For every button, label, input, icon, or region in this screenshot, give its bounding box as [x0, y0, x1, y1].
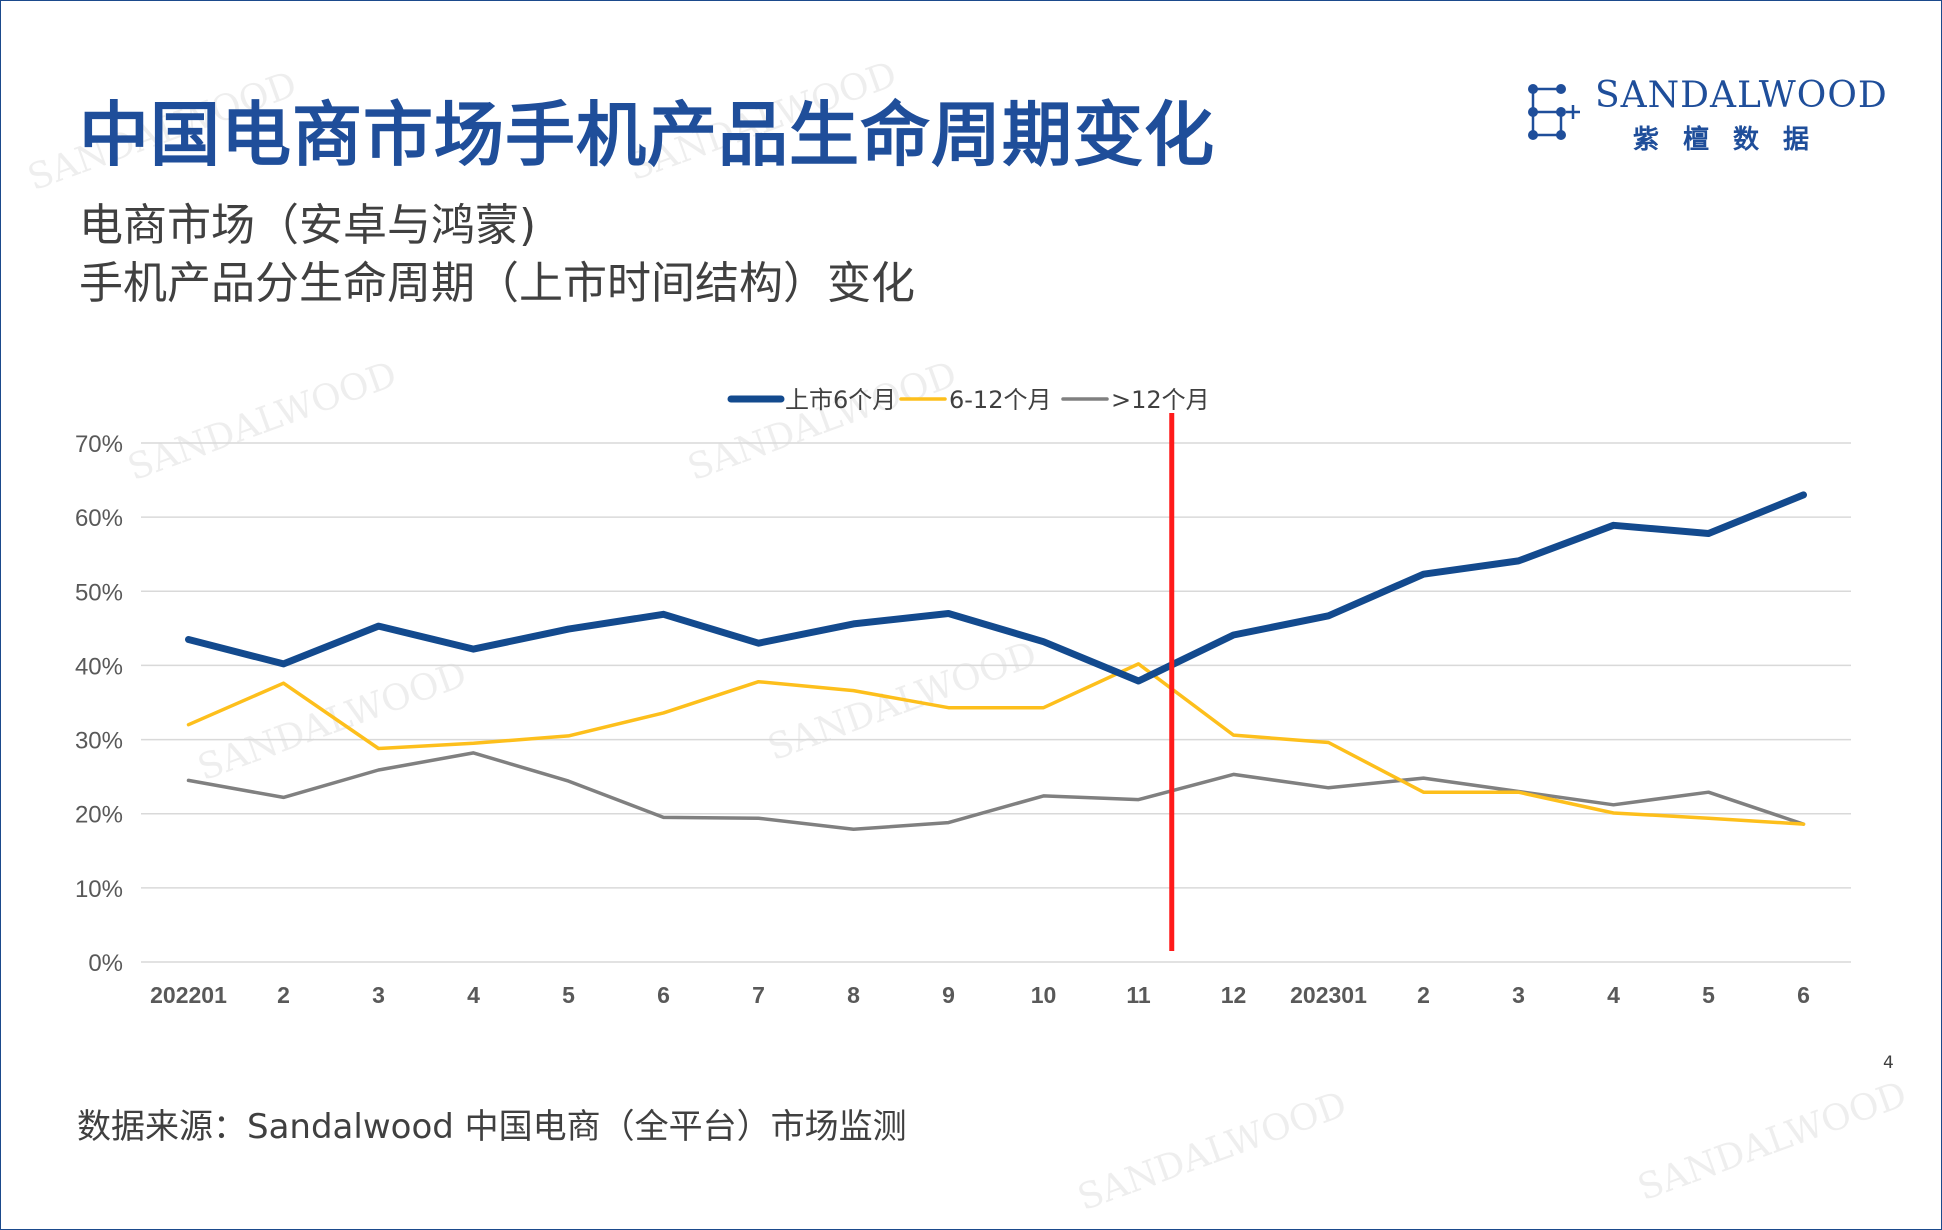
y-tick-label: 70% [75, 431, 123, 458]
x-tick-label: 202201 [150, 982, 227, 1008]
x-tick-label: 2 [277, 982, 290, 1008]
watermark: SANDALWOOD [1072, 1083, 1353, 1220]
watermark: SANDALWOOD [1632, 1073, 1913, 1210]
x-tick-label: 9 [942, 982, 955, 1008]
x-tick-label: 7 [752, 982, 765, 1008]
series-line-1 [185, 491, 1807, 685]
y-tick-label: 60% [75, 505, 123, 532]
x-tick-label: 4 [467, 982, 480, 1008]
y-tick-label: 50% [75, 579, 123, 606]
chart-subtitle: 电商市场（安卓与鸿蒙) 手机产品分生命周期（上市时间结构）变化 [79, 197, 915, 313]
y-tick-label: 0% [88, 950, 123, 977]
brand-logo: SANDALWOOD 紫檀数据 [1521, 75, 1887, 155]
x-tick-label: 202301 [1290, 982, 1367, 1008]
x-tick-label: 2 [1417, 982, 1430, 1008]
series-line-2 [186, 662, 1806, 826]
data-source-note: 数据来源：Sandalwood 中国电商（全平台）市场监测 [77, 1107, 907, 1147]
logo-name-en: SANDALWOOD [1595, 75, 1888, 116]
y-tick-label: 20% [75, 802, 123, 829]
subtitle-line-2: 手机产品分生命周期（上市时间结构）变化 [79, 258, 915, 309]
x-tick-label: 6 [657, 982, 670, 1008]
x-tick-label: 5 [1702, 982, 1715, 1008]
line-chart: 0% 10% 20% 30% 40% 50% 60% 70% 202201 2 3 4 5 6 7 8 9 10 1… [75, 386, 1851, 1008]
logo-mark-icon [1528, 84, 1580, 140]
x-tick-label: 8 [847, 982, 860, 1008]
series-line-3 [186, 751, 1806, 832]
subtitle-line-1: 电商市场（安卓与鸿蒙) [79, 200, 537, 251]
x-tick-label: 12 [1221, 982, 1247, 1008]
logo-name-cn: 紫檀数据 [1633, 125, 1834, 155]
y-tick-label: 40% [75, 653, 123, 680]
page-title: 中国电商市场手机产品生命周期变化 [79, 94, 1215, 176]
x-tick-label: 6 [1797, 982, 1810, 1008]
x-tick-label: 10 [1031, 982, 1057, 1008]
x-tick-label: 4 [1607, 982, 1620, 1008]
y-tick-label: 10% [75, 876, 123, 903]
x-tick-label: 3 [372, 982, 385, 1008]
legend-label-2: 6-12个月 [949, 386, 1051, 414]
legend-label-1: 上市6个月 [785, 386, 896, 414]
legend-label-3: >12个月 [1111, 386, 1210, 414]
y-tick-label: 30% [75, 728, 123, 755]
page-number: 4 [1883, 1053, 1894, 1073]
x-tick-label: 5 [562, 982, 575, 1008]
x-tick-label: 3 [1512, 982, 1525, 1008]
x-tick-label: 11 [1126, 982, 1151, 1008]
